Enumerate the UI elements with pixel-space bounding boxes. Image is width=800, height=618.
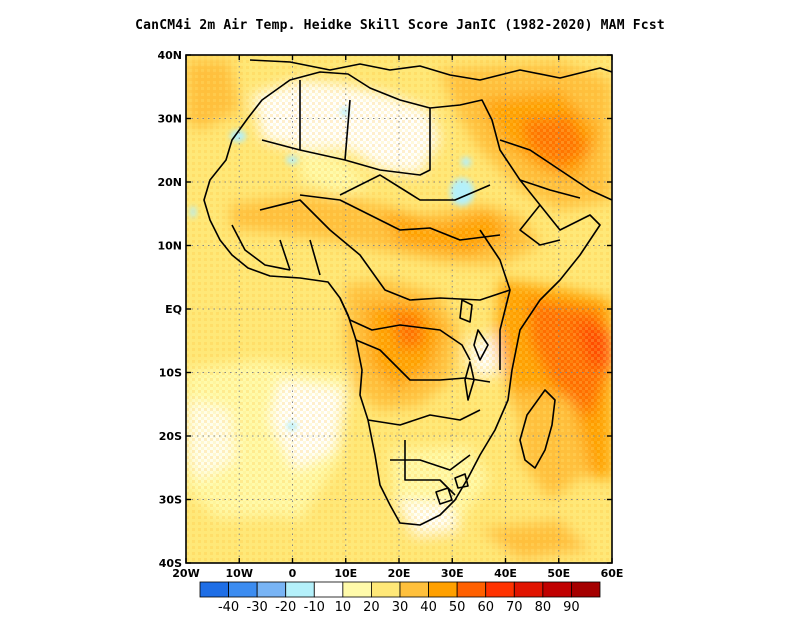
colorbar-label: 70 <box>506 600 523 615</box>
colorbar-label: 20 <box>363 600 380 615</box>
colorbar-label: 90 <box>563 600 580 615</box>
lon-tick-label: 30E <box>441 567 464 580</box>
lon-tick-label: 10W <box>226 567 253 580</box>
colorbar-swatch <box>371 581 401 598</box>
colorbar-swatch <box>256 581 287 598</box>
colorbar-label: 40 <box>420 600 437 615</box>
colorbar-label: -40 <box>218 600 239 615</box>
lon-tick-label: 10E <box>334 567 357 580</box>
axis-labels: 20W 10W 0 10E 20E 30E 40E 50E 60E 40N 30N 20N 10N EQ 1… <box>157 49 623 580</box>
lat-tick-label: 40N <box>157 49 182 62</box>
lon-tick-label: 20E <box>388 567 411 580</box>
lat-tick-label: 40S <box>159 557 182 570</box>
colorbar-label: -20 <box>275 600 296 615</box>
colorbar-swatch <box>342 581 372 598</box>
lat-tick-label: 20N <box>157 176 182 189</box>
colorbar-label: 50 <box>449 600 466 615</box>
colorbar-swatch <box>485 581 515 598</box>
colorbar: -40 -30 -20 -10 10 20 30 40 50 60 70 80 90 <box>199 581 601 615</box>
coastlines-and-borders <box>203 59 612 526</box>
colorbar-swatch <box>399 581 429 598</box>
colorbar-label: 60 <box>477 600 494 615</box>
lat-tick-label: 20S <box>159 430 182 443</box>
lat-tick-label: 10S <box>159 367 182 380</box>
lon-tick-label: 40E <box>494 567 517 580</box>
lon-tick-label: 0 <box>289 567 297 580</box>
colorbar-swatch <box>313 581 344 598</box>
colorbar-swatch <box>571 581 601 598</box>
colorbar-label: -10 <box>304 600 325 615</box>
colorbar-label: 80 <box>535 600 552 615</box>
lat-tick-label: 30N <box>157 113 182 126</box>
colorbar-swatch <box>285 581 315 598</box>
colorbar-swatch <box>456 581 487 598</box>
map-title: CanCM4i 2m Air Temp. Heidke Skill Score … <box>135 18 665 33</box>
colorbar-label: -30 <box>247 600 268 615</box>
lon-tick-label: 60E <box>601 567 624 580</box>
colorbar-swatch <box>513 581 544 598</box>
lon-tick-label: 50E <box>547 567 570 580</box>
lat-tick-label: EQ <box>165 303 182 316</box>
lon-tick-label: 20W <box>172 567 199 580</box>
colorbar-swatch <box>428 581 458 598</box>
colorbar-swatch <box>542 581 572 598</box>
colorbar-swatch <box>199 581 229 598</box>
colorbar-label: 10 <box>335 600 352 615</box>
colorbar-swatch <box>228 581 258 598</box>
lat-tick-label: 30S <box>159 494 182 507</box>
lat-tick-label: 10N <box>157 240 182 253</box>
colorbar-label: 30 <box>392 600 409 615</box>
